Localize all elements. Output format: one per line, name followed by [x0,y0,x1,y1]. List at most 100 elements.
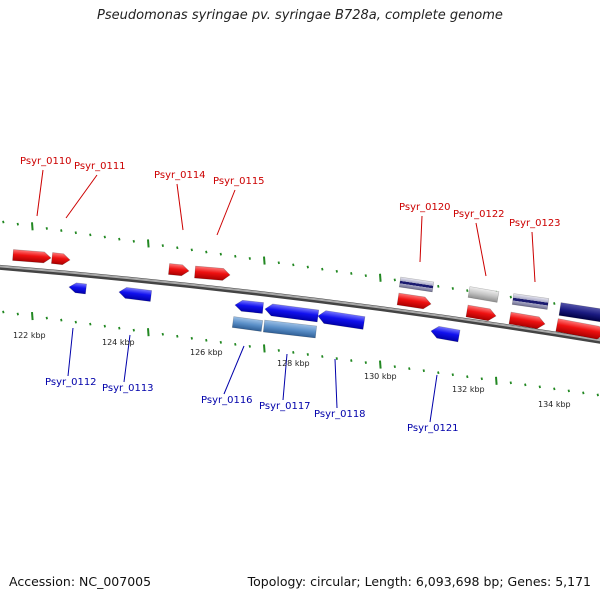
reverse-scale-minor-tick [248,344,251,348]
forward-scale-minor-tick [205,250,208,254]
reverse-leader-line [223,345,245,395]
reverse-scale-major-tick [495,376,498,385]
forward-gene-arrow [12,249,52,264]
topology-text: Topology: circular; Length: 6,093,698 bp… [247,574,591,589]
reverse-scale-minor-tick [553,387,556,391]
reverse-scale-major-tick [379,360,382,369]
reverse-scale-minor-tick [103,324,106,328]
reverse-scale-minor-tick [509,381,512,385]
reverse-scale-minor-tick [219,340,222,344]
forward-scale-major-tick [147,239,150,248]
forward-gene-arrow [51,252,71,266]
forward-leader-line [419,215,423,263]
reverse-scale-minor-tick [335,357,338,360]
reverse-gene-label: Psyr_0113 [102,383,154,394]
reverse-scale-minor-tick [538,385,541,389]
forward-scale-minor-tick [89,233,92,237]
reverse-scale-minor-tick [422,369,425,373]
gene-features [12,249,600,343]
scale-label: 124 kbp [102,338,135,347]
reverse-scale-minor-tick [393,365,396,369]
reverse-scale-major-tick [147,328,150,337]
reverse-scale-minor-tick [118,326,121,330]
forward-gene-arrow [168,263,190,277]
forward-scale-minor-tick [74,231,77,235]
forward-leader-line [531,231,536,283]
striped-gene-box [511,293,550,310]
reverse-gene-arrow [430,326,461,343]
reverse-leader-line [429,374,438,423]
reverse-scale-minor-tick [364,361,367,364]
forward-scale-minor-tick [437,284,440,288]
scale-label: 126 kbp [190,348,223,357]
forward-scale-minor-tick [190,248,193,252]
forward-gene-label: Psyr_0110 [20,156,72,167]
scale-label: 132 kbp [452,385,485,394]
reverse-scale-ticks [2,310,599,397]
scale-label: 128 kbp [277,359,310,368]
striped-gene-box [398,276,435,293]
forward-leader-line [65,174,98,219]
forward-gene-label: Psyr_0115 [213,176,265,187]
grey-gene-box [467,286,500,303]
forward-gene-arrow [508,311,546,330]
reverse-scale-minor-tick [74,320,77,324]
forward-scale-minor-tick [60,229,63,232]
reverse-scale-minor-tick [277,349,280,352]
forward-scale-minor-tick [451,287,454,290]
scale-label: 134 kbp [538,400,571,409]
reverse-leader-line [334,358,338,409]
forward-scale-minor-tick [306,265,309,269]
gene-labels: Psyr_0110 Psyr_0111 Psyr_0114 Psyr_0115 Psyr… [20,156,561,434]
reverse-gene-arrow [317,310,366,330]
forward-leader-line [36,169,44,217]
forward-scale-minor-tick [292,263,295,267]
forward-gene-label: Psyr_0123 [509,218,561,229]
forward-scale-minor-tick [393,278,396,282]
reverse-gene-label: Psyr_0121 [407,423,459,434]
reverse-leader-line [67,327,74,377]
reverse-scale-minor-tick [350,359,353,362]
forward-scale-minor-tick [509,295,512,299]
map-title: Pseudomonas syringae pv. syringae B728a,… [97,8,503,23]
forward-scale-minor-tick [2,220,5,224]
label-leaders [36,169,536,423]
forward-scale-minor-tick [16,222,19,226]
forward-scale-minor-tick [161,244,164,248]
reverse-scale-minor-tick [190,336,193,340]
reverse-scale-minor-tick [45,316,48,320]
reverse-scale-major-tick [31,311,34,321]
scale-label: 122 kbp [13,331,46,340]
reverse-scale-minor-tick [321,355,324,358]
reverse-scale-minor-tick [292,351,295,354]
steel-gene-box [262,319,318,339]
reverse-leader-line [123,334,131,383]
reverse-gene-label: Psyr_0112 [45,377,97,388]
forward-scale-minor-tick [335,269,338,273]
steel-gene-box [231,316,264,332]
reverse-scale-major-tick [263,344,266,353]
reverse-scale-minor-tick [16,312,19,316]
reverse-scale-minor-tick [161,332,164,336]
reverse-gene-arrow [234,299,264,314]
reverse-scale-minor-tick [60,318,63,322]
genome-backbone [0,264,600,344]
forward-leader-line [216,189,236,236]
forward-scale-minor-tick [45,227,48,230]
reverse-scale-minor-tick [437,371,440,375]
forward-scale-minor-tick [466,289,469,293]
reverse-scale-minor-tick [234,342,237,346]
forward-scale-minor-tick [321,267,324,271]
forward-scale-minor-tick [364,274,367,278]
forward-gene-label: Psyr_0120 [399,202,451,213]
forward-scale-minor-tick [219,252,222,256]
forward-scale-major-tick [379,273,382,282]
reverse-scale-minor-tick [567,389,570,393]
reverse-scale-minor-tick [582,391,585,395]
forward-gene-arrow [555,318,600,340]
forward-scale-minor-tick [277,261,280,265]
reverse-scale-minor-tick [205,338,208,342]
reverse-gene-arrow [118,287,153,302]
forward-scale-minor-tick [118,237,121,241]
